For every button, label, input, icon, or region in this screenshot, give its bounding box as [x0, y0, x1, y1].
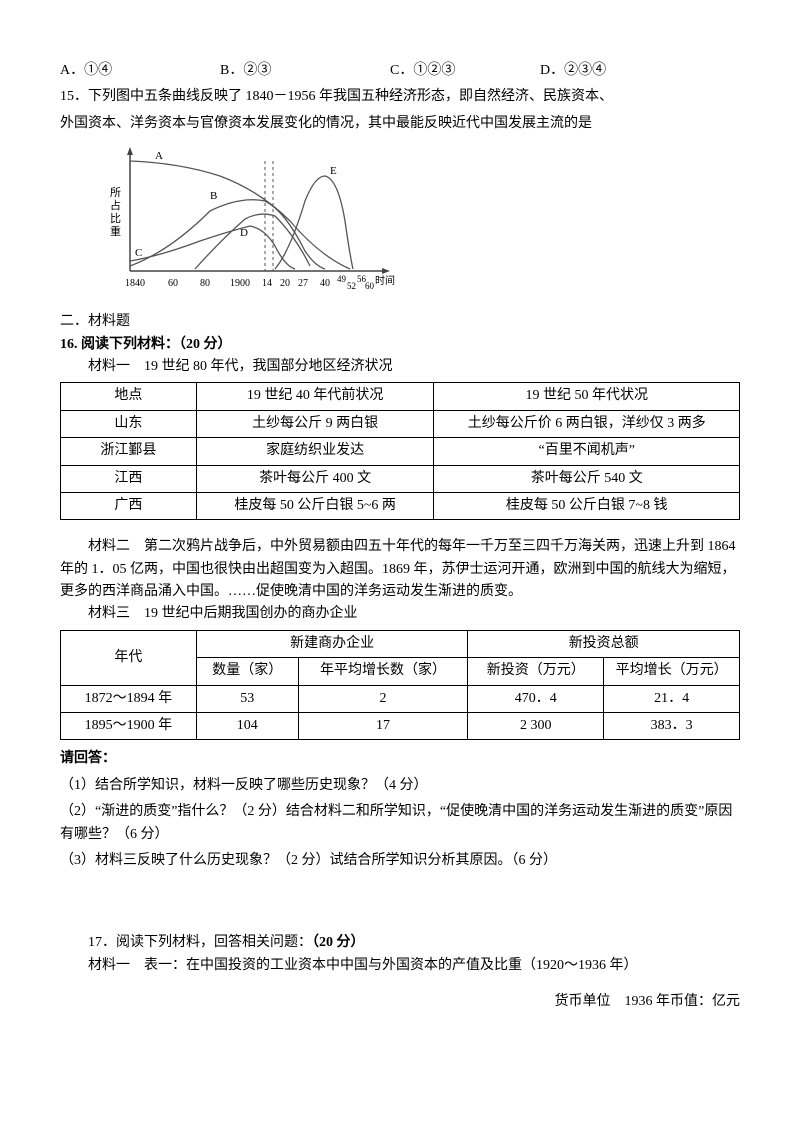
th: 数量（家） [196, 658, 298, 685]
th: 平均增长（万元） [604, 658, 740, 685]
td: 浙江鄞县 [61, 438, 197, 465]
svg-text:1840: 1840 [125, 278, 145, 289]
svg-text:E: E [330, 165, 337, 177]
q15-line2: 外国资本、洋务资本与官僚资本发展变化的情况，其中最能反映近代中国发展主流的是 [60, 113, 740, 135]
td: 470．4 [468, 685, 604, 712]
q17-unit: 货币单位 1936 年币值：亿元 [60, 991, 740, 1013]
svg-text:80: 80 [200, 278, 210, 289]
td: 桂皮每 50 公斤白银 5~6 两 [196, 492, 434, 519]
svg-text:重: 重 [110, 224, 121, 238]
td: 江西 [61, 465, 197, 492]
svg-text:C: C [135, 247, 142, 259]
option-c: C．①②③ [390, 60, 540, 82]
td: 21．4 [604, 685, 740, 712]
svg-text:B: B [210, 190, 217, 202]
td: 家庭纺织业发达 [196, 438, 434, 465]
svg-text:D: D [240, 227, 248, 239]
td: 1895～1900 年 [61, 713, 197, 740]
td: 桂皮每 50 公斤白银 7~8 钱 [434, 492, 740, 519]
svg-text:时间: 时间 [375, 274, 395, 287]
q16-title: 16. 阅读下列材料：（20 分） [60, 334, 740, 356]
table-row: 地点 19 世纪 40 年代前状况 19 世纪 50 年代状况 [61, 383, 740, 410]
q16-sq2: （2）“渐进的质变”指什么？（2 分）结合材料二和所学知识，“促使晚清中国的洋务… [60, 801, 740, 846]
td: 广西 [61, 492, 197, 519]
q17-title-text: 17．阅读下列材料，回答相关问题： [88, 935, 312, 950]
table-row: 山东 土纱每公斤 9 两白银 土纱每公斤价 6 两白银，洋纱仅 3 两多 [61, 410, 740, 437]
th: 新投资（万元） [468, 658, 604, 685]
table-material-1: 地点 19 世纪 40 年代前状况 19 世纪 50 年代状况 山东 土纱每公斤… [60, 382, 740, 520]
q17-m1: 材料一 表一：在中国投资的工业资本中中国与外国资本的产值及比重（1920～193… [60, 955, 740, 977]
option-a: A．①④ [60, 60, 220, 82]
table-row: 1895～1900 年 104 17 2 300 383．3 [61, 713, 740, 740]
td: 2 [298, 685, 468, 712]
q16-sq3: （3）材料三反映了什么历史现象？（2 分）试结合所学知识分析其原因。（6 分） [60, 850, 740, 872]
td: 2 300 [468, 713, 604, 740]
q17-title: 17．阅读下列材料，回答相关问题：（20 分） [60, 932, 740, 954]
svg-text:所: 所 [110, 186, 121, 199]
th: 年代 [61, 630, 197, 685]
option-b: B．②③ [220, 60, 390, 82]
td: 茶叶每公斤 400 文 [196, 465, 434, 492]
svg-text:27: 27 [298, 278, 308, 289]
svg-text:14: 14 [262, 278, 272, 289]
td: 104 [196, 713, 298, 740]
td: 茶叶每公斤 540 文 [434, 465, 740, 492]
q16-m2: 材料二 第二次鸦片战争后，中外贸易额由四五十年代的每年一千万至三四千万海关两，迅… [60, 536, 740, 603]
svg-text:比: 比 [110, 212, 121, 225]
svg-text:52: 52 [347, 281, 356, 291]
th: 19 世纪 40 年代前状况 [196, 383, 434, 410]
th: 新投资总额 [468, 630, 740, 657]
td: 土纱每公斤价 6 两白银，洋纱仅 3 两多 [434, 410, 740, 437]
q16-sq1: （1）结合所学知识，材料一反映了哪些历史现象？（4 分） [60, 775, 740, 797]
svg-text:60: 60 [168, 278, 178, 289]
table-row: 江西 茶叶每公斤 400 文 茶叶每公斤 540 文 [61, 465, 740, 492]
table-row: 1872～1894 年 53 2 470．4 21．4 [61, 685, 740, 712]
q16-answer-title: 请回答： [60, 748, 740, 770]
table-row: 广西 桂皮每 50 公斤白银 5~6 两 桂皮每 50 公斤白银 7~8 钱 [61, 492, 740, 519]
option-d: D．②③④ [540, 60, 606, 82]
svg-text:1900: 1900 [230, 278, 250, 289]
th: 地点 [61, 383, 197, 410]
th: 年平均增长数（家） [298, 658, 468, 685]
economy-chart: 所 占 比 重 A B C D E 1840 60 80 [100, 141, 400, 301]
table-row: 年代 新建商办企业 新投资总额 [61, 630, 740, 657]
table-row: 浙江鄞县 家庭纺织业发达 “百里不闻机声” [61, 438, 740, 465]
q16-m1-intro: 材料一 19 世纪 80 年代，我国部分地区经济状况 [60, 356, 740, 378]
q17-score: （20 分） [312, 935, 365, 950]
td: 土纱每公斤 9 两白银 [196, 410, 434, 437]
svg-text:占: 占 [110, 198, 121, 212]
td: “百里不闻机声” [434, 438, 740, 465]
td: 山东 [61, 410, 197, 437]
q16-m3-intro: 材料三 19 世纪中后期我国创办的商办企业 [60, 603, 740, 625]
th: 新建商办企业 [196, 630, 468, 657]
th: 19 世纪 50 年代状况 [434, 383, 740, 410]
q15-line1: 15．下列图中五条曲线反映了 1840－1956 年我国五种经济形态，即自然经济… [60, 86, 740, 108]
td: 383．3 [604, 713, 740, 740]
svg-text:A: A [155, 150, 163, 162]
table-material-3: 年代 新建商办企业 新投资总额 数量（家） 年平均增长数（家） 新投资（万元） … [60, 630, 740, 741]
td: 53 [196, 685, 298, 712]
section-2-title: 二．材料题 [60, 311, 740, 333]
td: 1872～1894 年 [61, 685, 197, 712]
page: A．①④ B．②③ C．①②③ D．②③④ 15．下列图中五条曲线反映了 184… [0, 0, 800, 1054]
svg-text:20: 20 [280, 278, 290, 289]
q14-options: A．①④ B．②③ C．①②③ D．②③④ [60, 60, 740, 82]
svg-text:49: 49 [337, 274, 347, 284]
svg-text:40: 40 [320, 278, 330, 289]
svg-text:60: 60 [365, 281, 375, 291]
td: 17 [298, 713, 468, 740]
